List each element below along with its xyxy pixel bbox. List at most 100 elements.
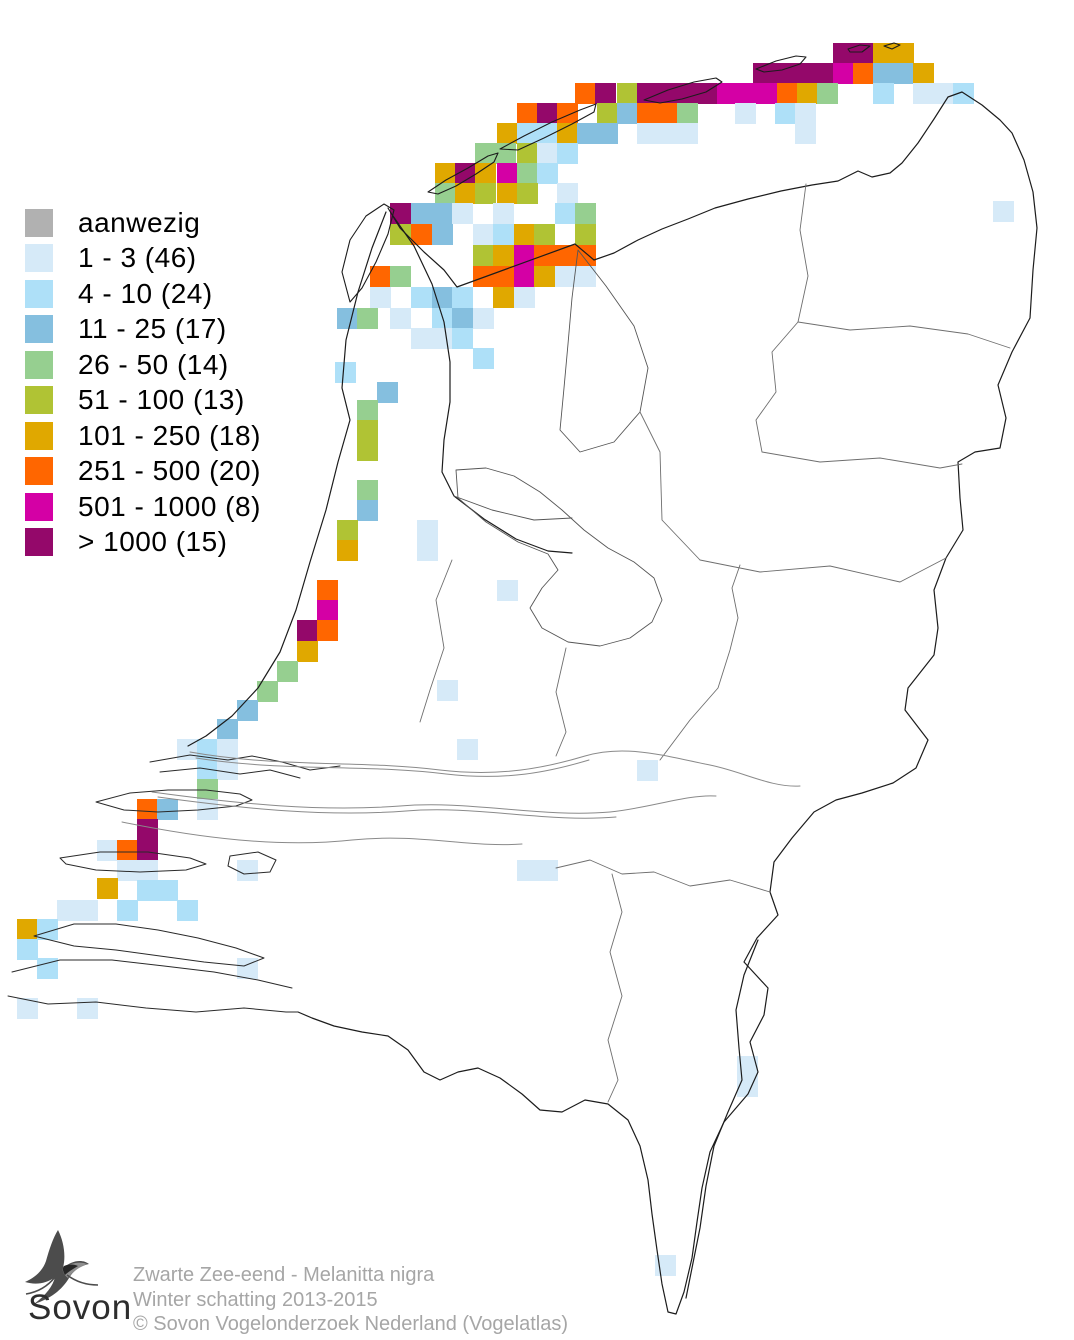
grid-cell [237, 958, 258, 979]
grid-cell [993, 201, 1014, 222]
grid-cell [457, 739, 478, 760]
grid-cell [493, 224, 514, 245]
grid-cell [597, 103, 618, 124]
legend-item: 51 - 100 (13) [25, 383, 261, 419]
grid-cell [17, 998, 38, 1019]
grid-cell [197, 739, 218, 760]
grid-cell [534, 245, 555, 266]
grid-cell [933, 83, 954, 104]
species-title: Zwarte Zee-eend - Melanitta nigra [133, 1264, 435, 1286]
grid-cell [411, 328, 432, 349]
grid-cell [257, 681, 278, 702]
grid-cell [137, 799, 158, 820]
grid-cell [677, 123, 698, 144]
swallow-icon [25, 1230, 99, 1304]
grid-cell [773, 63, 794, 84]
grid-cell [795, 123, 816, 144]
grid-cell [637, 83, 658, 104]
grid-cell [57, 900, 78, 921]
copyright-line: © Sovon Vogelonderzoek Nederland (Vogela… [133, 1313, 569, 1335]
grid-cell [575, 266, 596, 287]
grid-cell [97, 840, 118, 861]
grid-cell [473, 308, 494, 329]
grid-cell [795, 103, 816, 124]
grid-cell [493, 203, 514, 224]
grid-cell [177, 739, 198, 760]
legend-label: 4 - 10 (24) [78, 277, 213, 309]
grid-cell [357, 420, 378, 441]
grid-cell [337, 308, 358, 329]
credits-block: Zwarte Zee-eend - Melanitta nigra Winter… [133, 1263, 568, 1337]
grid-cell [37, 958, 58, 979]
legend-item: aanwezig [25, 205, 261, 241]
grid-cell [317, 600, 338, 621]
grid-cell [575, 203, 596, 224]
grid-cell [117, 900, 138, 921]
grid-cell [514, 224, 535, 245]
grid-cell [197, 779, 218, 800]
legend-swatch [25, 244, 53, 273]
grid-cell [833, 63, 854, 84]
grid-cell [797, 83, 818, 104]
grid-cell [577, 123, 598, 144]
grid-cell [493, 287, 514, 308]
grid-cell [337, 540, 358, 561]
grid-cell [377, 382, 398, 403]
grid-cell [475, 183, 496, 204]
grid-cell [497, 580, 518, 601]
grid-cell [555, 245, 576, 266]
legend-swatch [25, 457, 53, 486]
grid-cell [537, 143, 558, 164]
grid-cell [237, 860, 258, 881]
grid-cell [417, 520, 438, 541]
grid-cell [555, 266, 576, 287]
grid-cell [495, 143, 516, 164]
grid-cell [493, 245, 514, 266]
legend-item: 101 - 250 (18) [25, 418, 261, 454]
grid-cell [775, 103, 796, 124]
grid-cell [753, 63, 774, 84]
grid-cell [390, 203, 411, 224]
legend-swatch [25, 421, 53, 450]
grid-cell [534, 224, 555, 245]
grid-cell [497, 163, 518, 184]
season-subtitle: Winter schatting 2013-2015 [133, 1288, 378, 1311]
grid-cell [757, 83, 778, 104]
grid-cell [534, 266, 555, 287]
grid-cell [452, 287, 473, 308]
grid-cell [537, 123, 558, 144]
grid-cell [411, 203, 432, 224]
grid-cell [17, 939, 38, 960]
grid-cell [197, 759, 218, 780]
grid-cell [913, 83, 934, 104]
legend-swatch [25, 279, 53, 308]
grid-cell [137, 860, 158, 881]
grid-cell [417, 540, 438, 561]
grid-cell [452, 328, 473, 349]
grid-cell [452, 203, 473, 224]
grid-cell [455, 183, 476, 204]
grid-cell [833, 43, 854, 64]
grid-cell [617, 83, 638, 104]
grid-cell [137, 880, 158, 901]
grid-cell [617, 103, 638, 124]
legend-swatch [25, 350, 53, 379]
legend-label: 1 - 3 (46) [78, 242, 197, 274]
grid-cell [517, 143, 538, 164]
grid-cell [117, 860, 138, 881]
grid-cell [432, 224, 453, 245]
grid-cell [737, 83, 758, 104]
legend: aanwezig 1 - 3 (46) 4 - 10 (24) 11 - 25 (17… [25, 205, 261, 560]
grid-cell [237, 700, 258, 721]
grid-cell [537, 163, 558, 184]
legend-label: 51 - 100 (13) [78, 384, 245, 416]
grid-cell [697, 83, 718, 104]
legend-swatch [25, 386, 53, 415]
grid-cell [432, 328, 453, 349]
grid-cell [637, 760, 658, 781]
grid-cell [390, 308, 411, 329]
grid-cell [217, 759, 238, 780]
grid-cell [317, 580, 338, 601]
grid-cell [537, 860, 558, 881]
grid-cell [473, 245, 494, 266]
